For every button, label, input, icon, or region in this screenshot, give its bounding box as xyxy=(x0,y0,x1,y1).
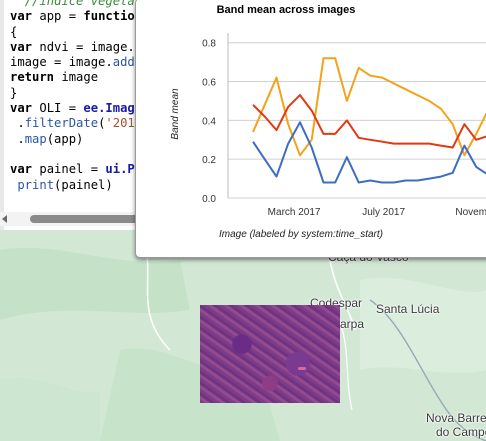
code-token: (painel) xyxy=(54,177,113,192)
code-token: OLI = xyxy=(32,101,84,116)
place-label: do Campo xyxy=(436,425,486,439)
code-token: ee.Image xyxy=(83,101,140,116)
x-tick-label: March 2017 xyxy=(268,207,321,218)
code-token: image xyxy=(54,70,99,85)
y-tick-label: 0.4 xyxy=(202,116,216,127)
chart-title: Band mean across images xyxy=(217,4,356,16)
ndvi-image-layer xyxy=(200,305,340,403)
series-line xyxy=(252,57,486,157)
code-token: . xyxy=(10,131,25,146)
code-line[interactable]: var painel = ui.Pa xyxy=(10,162,140,177)
code-line[interactable]: image = image.addB xyxy=(10,55,140,70)
code-line[interactable]: .map(app) xyxy=(10,132,140,147)
code-token: ui.Pa xyxy=(105,162,140,177)
code-token: (app) xyxy=(46,131,84,146)
code-token: filterDate xyxy=(24,116,99,131)
chart-panel[interactable]: Band mean across images 0.0 0.2 0.4 0.6 0.8 … xyxy=(135,0,486,258)
code-token: print xyxy=(17,177,55,192)
place-label: Nova Barrei xyxy=(426,411,486,425)
y-tick-label: 0.6 xyxy=(202,78,216,89)
code-token: { xyxy=(10,24,18,39)
code-line[interactable] xyxy=(10,147,140,162)
code-token xyxy=(10,0,25,8)
code-token: ( xyxy=(98,116,106,131)
code-token: map xyxy=(24,131,47,146)
editor-horizontal-scrollbar[interactable] xyxy=(0,212,140,226)
scroll-thumb[interactable] xyxy=(30,215,140,223)
code-line[interactable]: var ndvi = image.r xyxy=(10,40,140,55)
map-view[interactable]: Caça do Vasco Codespar Santa Lúcia arpa … xyxy=(0,230,486,441)
code-lines[interactable]: //indice vegetaç var app = function{var n… xyxy=(10,0,140,193)
code-line[interactable]: .filterDate('2017 xyxy=(10,116,140,131)
code-token: app = xyxy=(32,9,84,24)
code-token: return xyxy=(10,70,55,85)
code-token: var xyxy=(10,39,33,54)
code-line[interactable]: var app = function xyxy=(10,9,140,24)
code-line[interactable]: { xyxy=(10,25,140,40)
code-token: var xyxy=(10,162,33,177)
band-mean-chart: Band mean across images 0.00.20.40.60.8 … xyxy=(170,4,486,240)
code-line[interactable]: return image xyxy=(10,70,140,85)
series-line xyxy=(252,94,486,149)
x-axis-label: Image (labeled by system:time_start) xyxy=(219,229,383,240)
y-tick-label: 0.0 xyxy=(202,194,216,205)
place-label: arpa xyxy=(340,317,365,331)
place-label: Santa Lúcia xyxy=(376,302,440,316)
code-token: '2017 xyxy=(105,116,140,131)
code-token: . xyxy=(10,116,25,131)
series-line xyxy=(252,121,486,184)
editor-gutter xyxy=(0,0,4,230)
x-tick-label: Novemb xyxy=(455,207,486,218)
y-tick-label: 0.8 xyxy=(202,39,216,50)
code-token: painel = xyxy=(32,162,106,177)
code-token: var xyxy=(10,101,33,116)
code-line[interactable]: //indice vegetaç xyxy=(10,0,140,9)
code-token: } xyxy=(10,85,18,100)
code-token: image = image. xyxy=(10,55,113,70)
code-line[interactable]: print(painel) xyxy=(10,178,140,193)
code-line[interactable]: } xyxy=(10,86,140,101)
code-token: ndvi = image. xyxy=(32,39,135,54)
y-tick-label: 0.2 xyxy=(202,155,216,166)
x-tick-label: July 2017 xyxy=(362,207,405,218)
code-token: function xyxy=(83,9,140,24)
code-token: //indice vegetaç xyxy=(24,0,140,8)
scroll-left-arrow-icon[interactable] xyxy=(0,214,10,224)
code-token: addB xyxy=(112,55,140,70)
code-editor[interactable]: //indice vegetaç var app = function{var n… xyxy=(0,0,140,230)
y-axis-label: Band mean xyxy=(170,88,181,140)
code-line[interactable]: var OLI = ee.Image xyxy=(10,101,140,116)
ndvi-highlight xyxy=(298,367,306,370)
code-token: var xyxy=(10,9,33,24)
